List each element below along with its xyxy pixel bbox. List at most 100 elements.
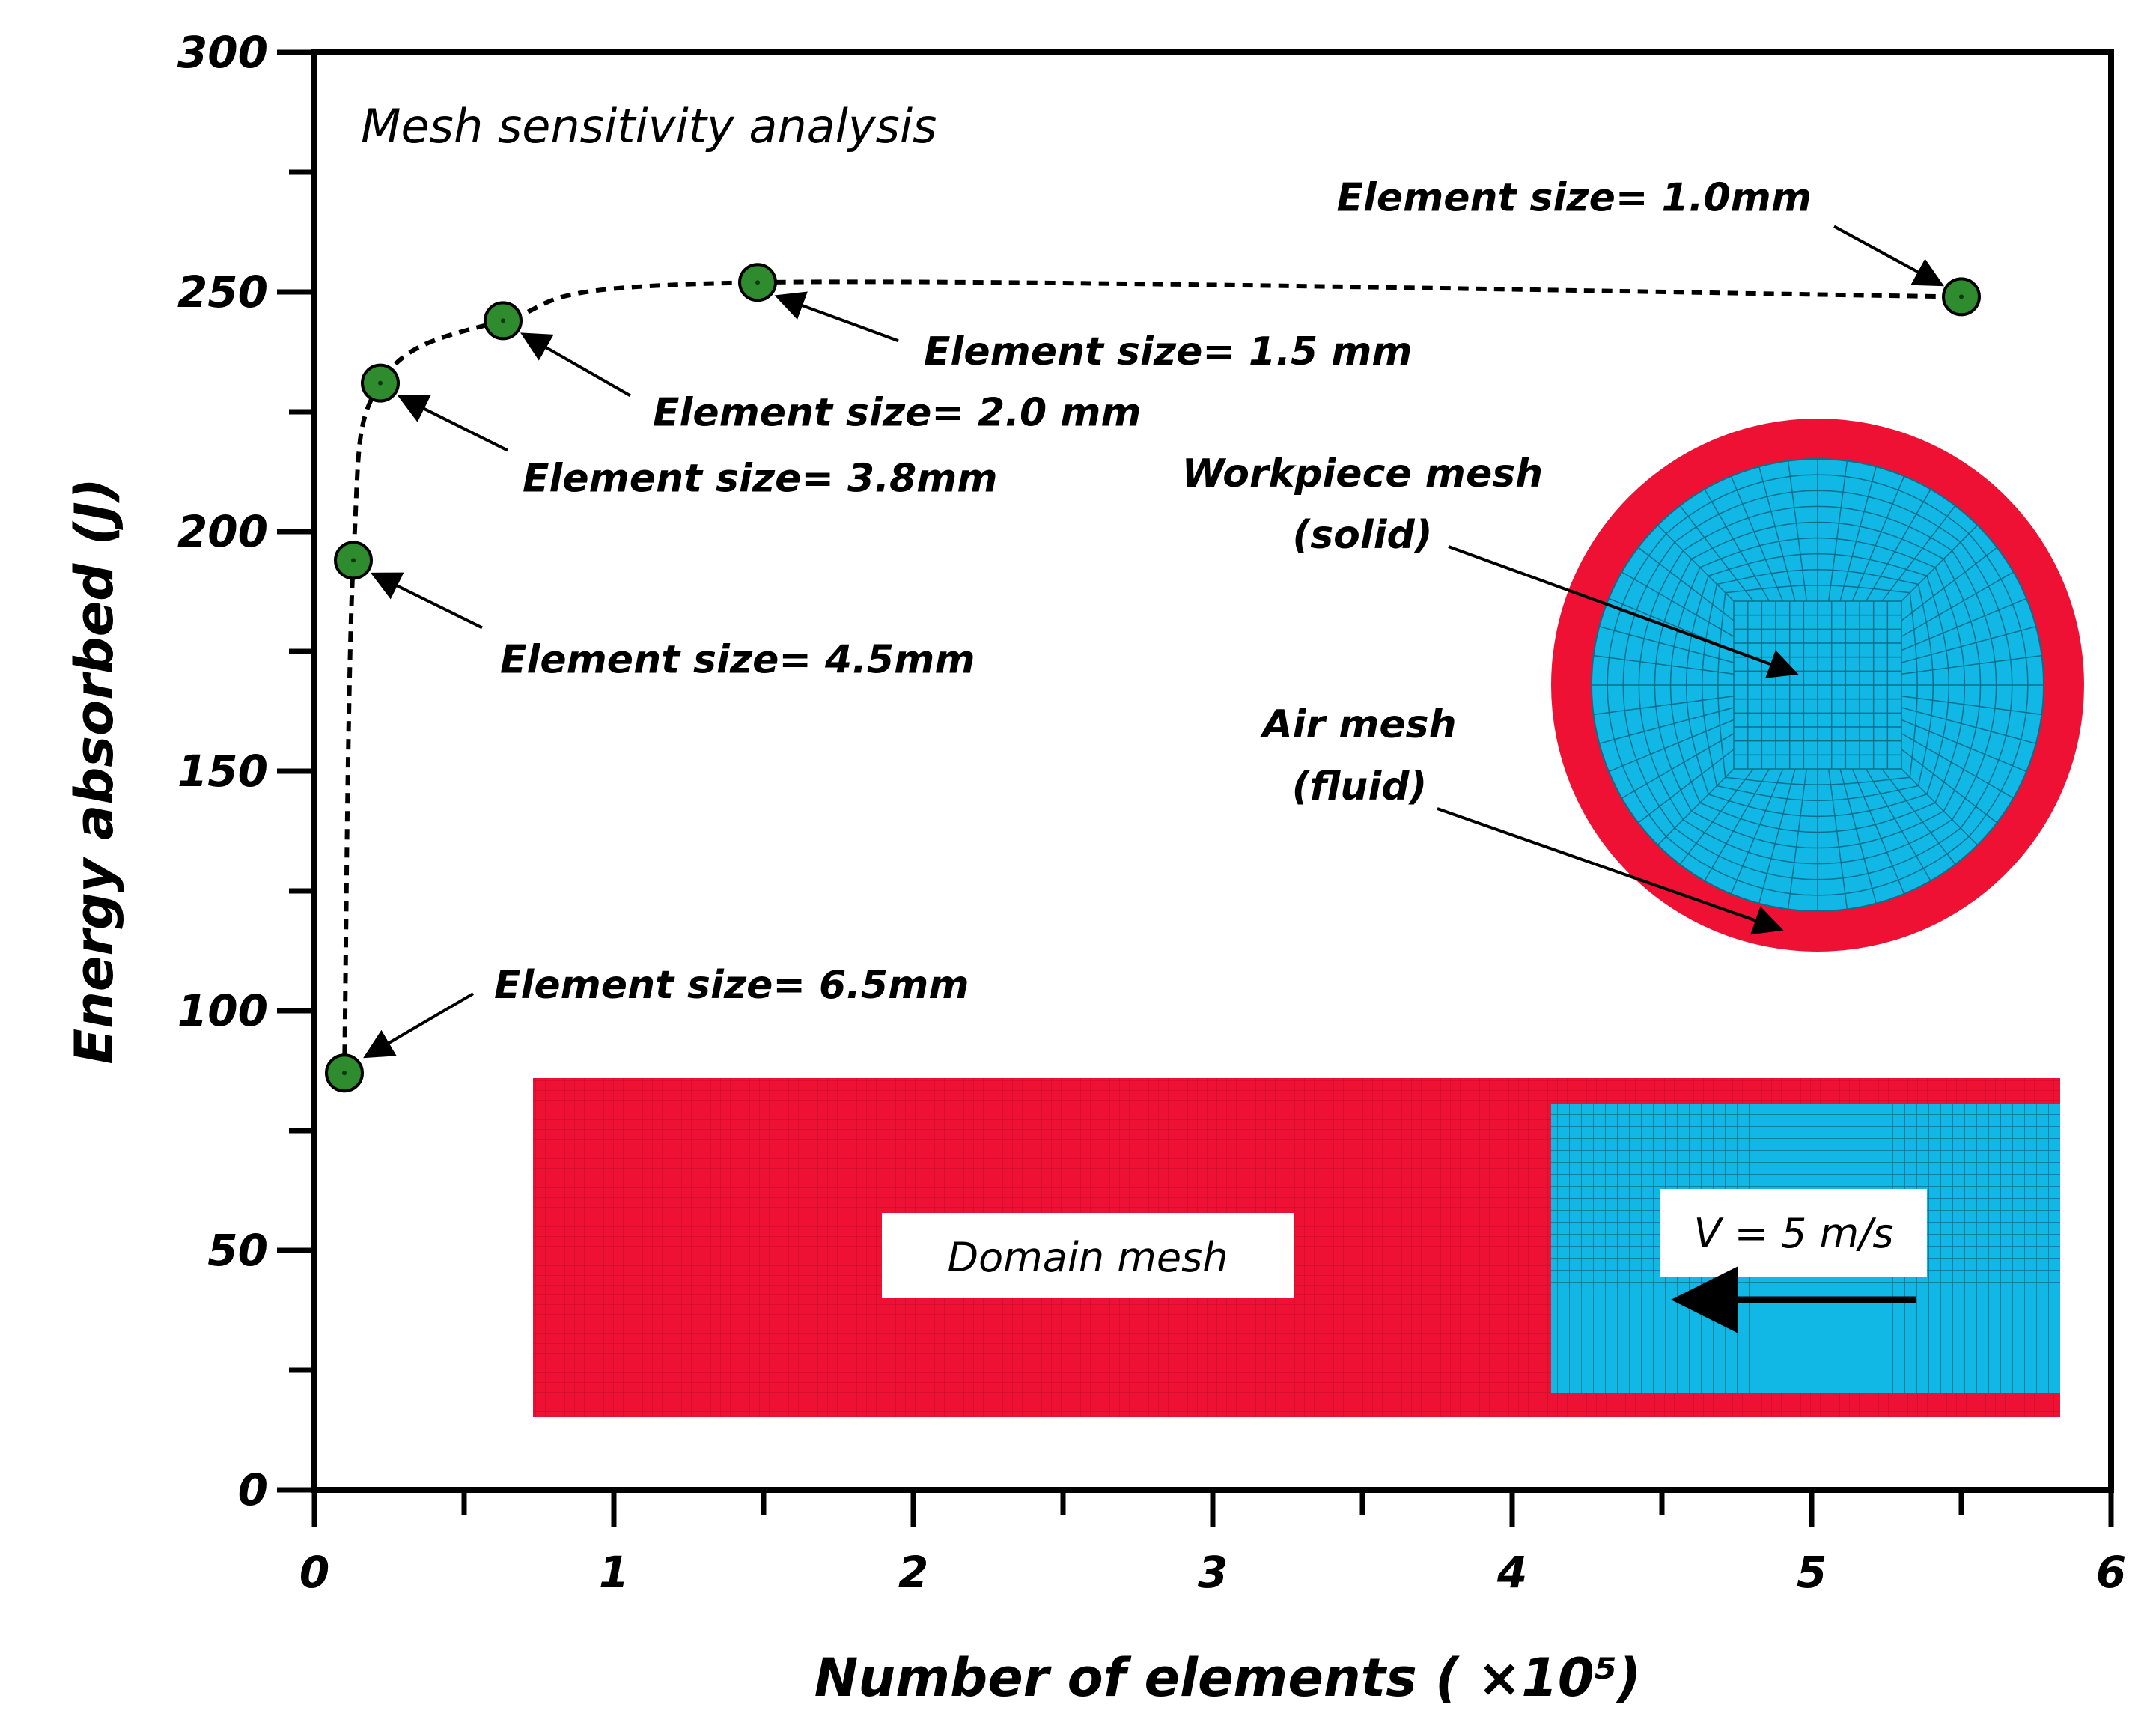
x-tick-label: 2 — [898, 1547, 928, 1598]
mesh-line — [1599, 707, 1735, 744]
velocity-label-box — [1660, 1189, 1927, 1277]
mesh-line — [1901, 524, 1979, 602]
mesh-line — [1901, 719, 2027, 773]
x-tick-label: 1 — [599, 1547, 629, 1598]
velocity-label: V = 5 m/s — [1694, 1210, 1894, 1257]
mesh-ring — [1622, 490, 2013, 880]
mesh-line — [1758, 768, 1796, 904]
mesh-line — [1637, 749, 1735, 824]
point-annotation-label: Element size= 4.5mm — [500, 637, 975, 682]
mesh-line — [1866, 489, 1931, 602]
mesh-line — [1679, 768, 1754, 865]
mesh-line — [1851, 475, 1905, 602]
workpiece-arrow — [1448, 545, 1799, 678]
mesh-line — [1758, 466, 1796, 602]
mesh-line — [1679, 505, 1754, 602]
mesh-line — [1901, 733, 2014, 799]
mesh-ring — [1607, 474, 2029, 896]
point-annotation-label: Element size= 6.5mm — [494, 963, 969, 1008]
chart-title: Mesh sensitivity analysis — [361, 99, 937, 153]
data-point-center — [501, 318, 505, 323]
mesh-line — [1881, 768, 1956, 865]
data-point-center — [1959, 294, 1964, 299]
domain-label: Domain mesh — [948, 1234, 1228, 1281]
mesh-ring — [1685, 553, 1950, 818]
point-annotation-arrow — [520, 332, 631, 398]
air-sublabel: (fluid) — [1292, 764, 1428, 809]
mesh-line — [1901, 768, 1979, 846]
mesh-line — [1901, 571, 2014, 637]
point-annotation-label: Element size= 3.8mm — [523, 457, 998, 502]
point-annotation-arrow — [370, 572, 483, 630]
axis-ticks — [277, 49, 2114, 1527]
workpiece-label: Workpiece mesh — [1182, 451, 1543, 496]
mesh-line — [1593, 654, 1735, 675]
mesh-line — [1730, 768, 1784, 895]
mesh-line — [1637, 547, 1735, 621]
y-tick-label: 100 — [177, 985, 268, 1036]
y-tick-label: 250 — [177, 267, 268, 317]
y-tick-label: 50 — [207, 1225, 268, 1276]
mesh-line — [1828, 460, 1848, 602]
y-tick-label: 0 — [238, 1464, 268, 1515]
workpiece-cross-section-inset — [1551, 419, 2084, 952]
mesh-line — [1608, 719, 1735, 773]
point-annotation-arrow — [397, 395, 508, 452]
y-tick-label: 200 — [177, 506, 268, 557]
point-annotations: Element size= 6.5mm Element size= 4.5mm El… — [363, 175, 1945, 1059]
mesh-line — [1839, 768, 1877, 904]
x-tick-labels: 0 1 2 3 4 5 6 — [299, 1547, 2126, 1598]
series-line — [342, 279, 1962, 1074]
mesh-line — [1901, 696, 2042, 716]
y-tick-label: 300 — [177, 27, 268, 78]
mesh-line — [1881, 505, 1956, 602]
mesh-ring — [1702, 569, 1934, 801]
mesh-ring — [1638, 505, 1997, 865]
mesh-ring — [1654, 521, 1982, 849]
data-point-center — [342, 1071, 347, 1076]
air-arrow — [1437, 807, 1784, 935]
mesh-line — [1787, 768, 1807, 910]
x-axis-title: Number of elements ( ×10⁵) — [814, 1647, 1642, 1709]
mesh-line — [1828, 768, 1848, 910]
domain-mesh-inset: Domain mesh V = 5 m/s — [533, 1078, 2060, 1417]
point-annotation-label: Element size= 1.0mm — [1336, 175, 1812, 220]
workpiece-sublabel: (solid) — [1292, 513, 1432, 558]
x-tick-label: 4 — [1496, 1547, 1527, 1598]
mesh-line — [1621, 733, 1735, 799]
mesh-ring — [1717, 585, 1918, 785]
mesh-line — [1593, 696, 1735, 716]
x-tick-label: 5 — [1797, 1547, 1827, 1598]
mesh-line — [1657, 524, 1735, 602]
mesh-line — [1851, 768, 1905, 895]
point-annotation-arrow — [1833, 225, 1945, 287]
mesh-line — [1901, 547, 1998, 621]
data-point-center — [351, 558, 356, 563]
mesh-line — [1901, 626, 2036, 663]
mesh-line — [1901, 654, 2042, 675]
y-axis-title: Energy absorbed (J) — [64, 478, 125, 1064]
point-annotation-label: Element size= 2.0 mm — [653, 390, 1142, 435]
point-annotation-label: Element size= 1.5 mm — [924, 329, 1413, 374]
mesh-line — [1704, 768, 1770, 881]
mesh-ring — [1669, 537, 1966, 833]
mesh-line — [1901, 707, 2036, 744]
workpiece-mesh-lines — [1592, 459, 2044, 911]
data-point-center — [755, 280, 760, 285]
data-point-center — [378, 380, 383, 386]
air-label: Air mesh — [1259, 702, 1456, 747]
mesh-line — [1901, 597, 2027, 651]
mesh-line — [1839, 466, 1877, 602]
y-tick-label: 150 — [177, 746, 268, 797]
y-tick-labels: 0 50 100 150 200 250 300 — [177, 27, 268, 1515]
x-tick-label: 0 — [299, 1547, 329, 1598]
mesh-line — [1599, 626, 1735, 663]
mesh-line — [1730, 475, 1784, 602]
x-tick-label: 3 — [1198, 1547, 1228, 1598]
mesh-line — [1787, 460, 1807, 602]
mesh-line — [1621, 571, 1735, 637]
point-annotation-arrow — [363, 992, 475, 1059]
mesh-line — [1704, 489, 1770, 602]
domain-label-box — [882, 1213, 1294, 1298]
